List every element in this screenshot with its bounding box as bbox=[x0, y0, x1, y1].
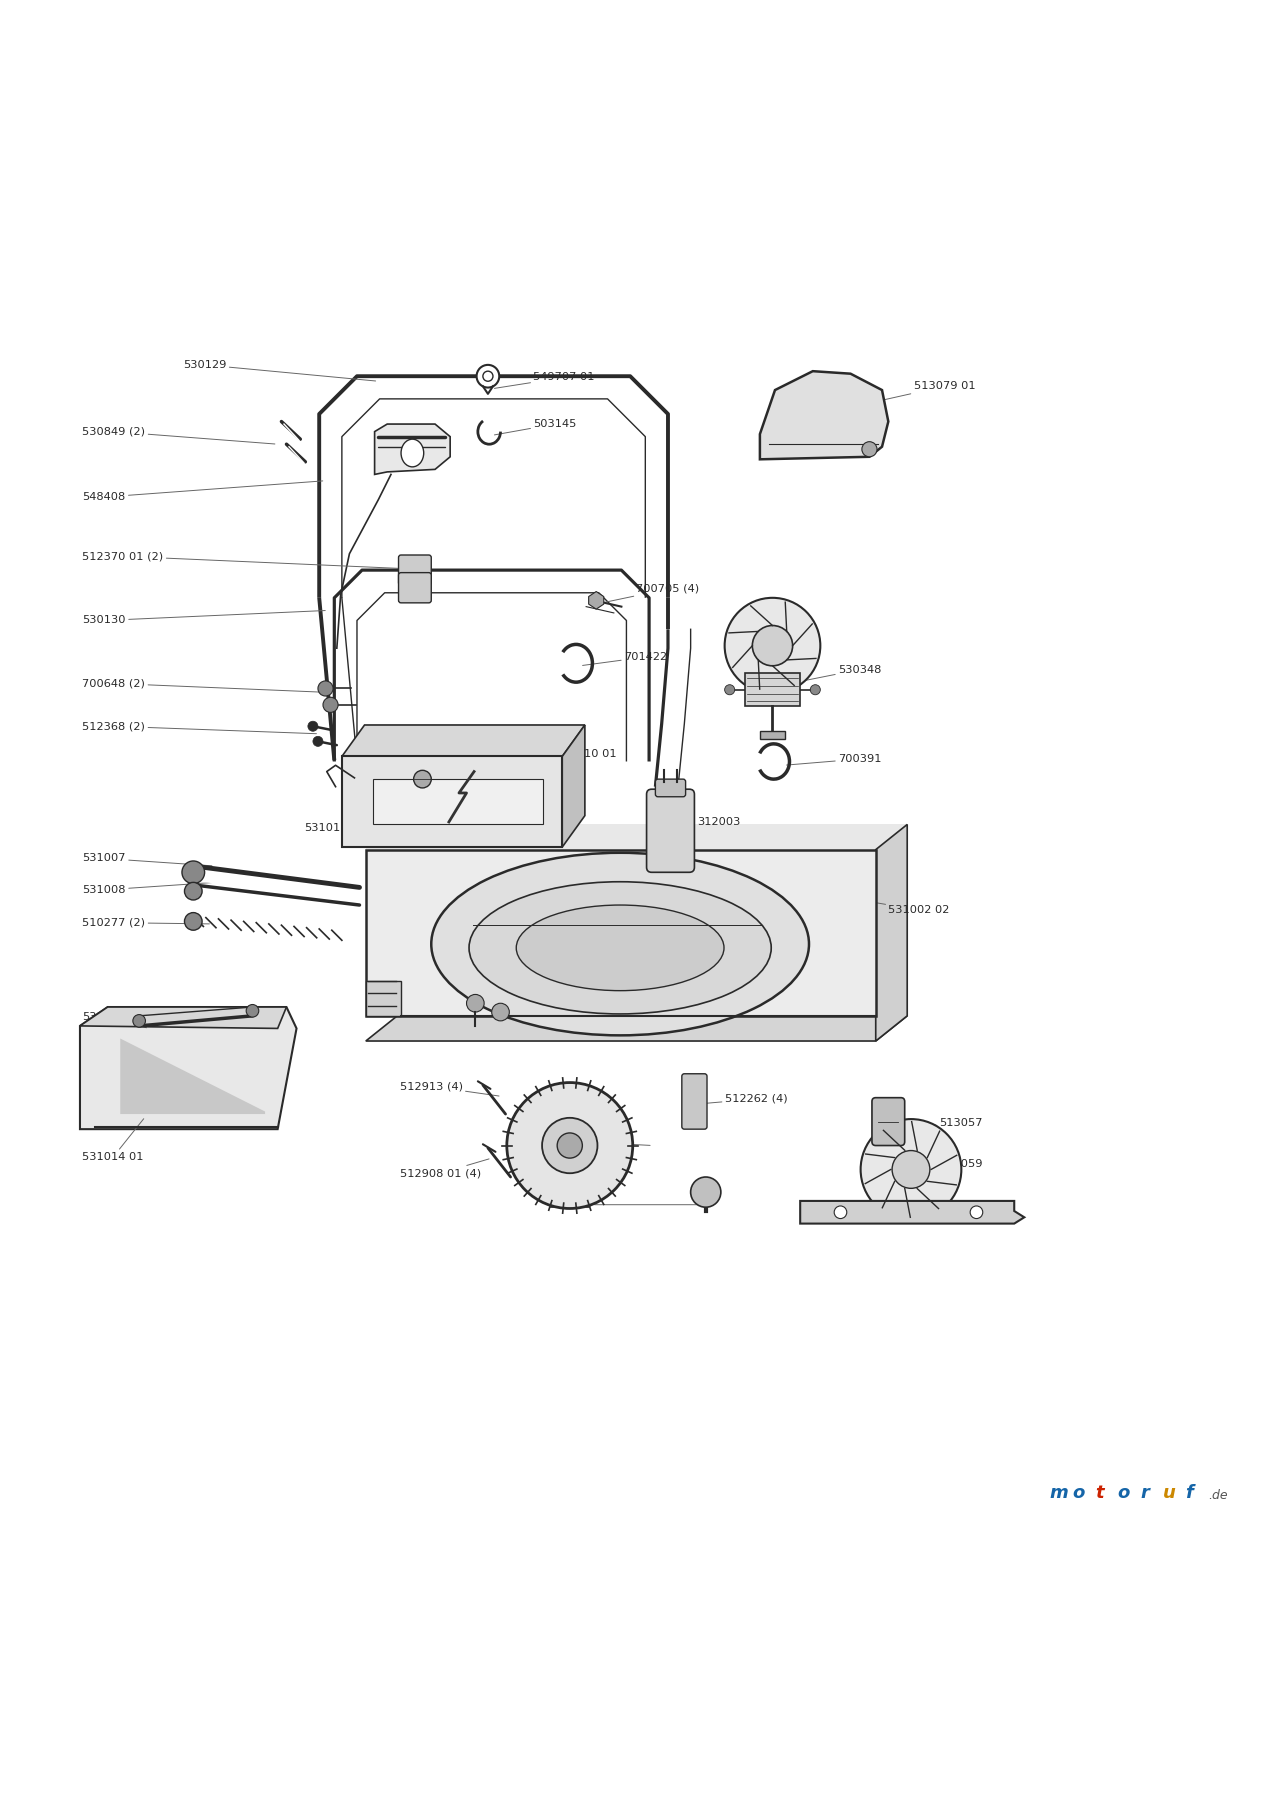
Polygon shape bbox=[342, 756, 563, 848]
Circle shape bbox=[766, 677, 779, 689]
Text: 700705 (4): 700705 (4) bbox=[598, 583, 700, 603]
Circle shape bbox=[861, 1120, 961, 1220]
Circle shape bbox=[724, 684, 735, 695]
Text: u: u bbox=[1162, 1483, 1176, 1501]
Text: 700391: 700391 bbox=[787, 754, 881, 765]
Circle shape bbox=[185, 913, 202, 931]
Circle shape bbox=[810, 684, 820, 695]
Text: 530130: 530130 bbox=[83, 610, 325, 625]
Circle shape bbox=[558, 1132, 582, 1157]
FancyBboxPatch shape bbox=[872, 1098, 905, 1145]
Circle shape bbox=[313, 736, 323, 747]
Text: 513057: 513057 bbox=[891, 1118, 983, 1129]
Text: o: o bbox=[1072, 1483, 1085, 1501]
FancyBboxPatch shape bbox=[398, 554, 432, 585]
Text: 503145: 503145 bbox=[494, 419, 577, 436]
Polygon shape bbox=[120, 1039, 265, 1114]
Text: 548408: 548408 bbox=[83, 481, 323, 502]
Circle shape bbox=[834, 1206, 847, 1219]
Circle shape bbox=[862, 441, 877, 457]
FancyBboxPatch shape bbox=[398, 572, 432, 603]
Text: 531002 02: 531002 02 bbox=[840, 896, 950, 914]
Polygon shape bbox=[588, 592, 603, 608]
Circle shape bbox=[414, 770, 432, 788]
Text: 701197 (2): 701197 (2) bbox=[400, 981, 470, 1003]
Circle shape bbox=[318, 680, 334, 697]
Circle shape bbox=[308, 722, 318, 731]
Polygon shape bbox=[365, 1015, 908, 1040]
Text: o: o bbox=[1118, 1483, 1130, 1501]
Text: 530129: 530129 bbox=[183, 360, 376, 382]
Circle shape bbox=[482, 371, 493, 382]
Polygon shape bbox=[365, 850, 876, 1015]
FancyBboxPatch shape bbox=[682, 1075, 707, 1129]
Text: 531017: 531017 bbox=[304, 823, 359, 833]
Text: 512370 01 (2): 512370 01 (2) bbox=[83, 551, 407, 569]
Text: 531015: 531015 bbox=[83, 1012, 146, 1028]
Text: 312003: 312003 bbox=[677, 817, 741, 830]
Text: 531010 01: 531010 01 bbox=[481, 749, 616, 778]
Text: 700648 (2): 700648 (2) bbox=[83, 679, 322, 693]
Polygon shape bbox=[760, 731, 785, 738]
Circle shape bbox=[892, 1150, 929, 1188]
Circle shape bbox=[507, 1082, 633, 1208]
Circle shape bbox=[491, 1003, 509, 1021]
Polygon shape bbox=[801, 1201, 1025, 1224]
Circle shape bbox=[970, 1206, 983, 1219]
FancyBboxPatch shape bbox=[656, 779, 686, 797]
Circle shape bbox=[182, 860, 205, 884]
Polygon shape bbox=[365, 981, 401, 1015]
Text: r: r bbox=[1141, 1483, 1150, 1501]
Circle shape bbox=[476, 365, 499, 387]
Circle shape bbox=[246, 1004, 258, 1017]
Text: 512908 01 (4): 512908 01 (4) bbox=[400, 1159, 489, 1179]
Text: .de: .de bbox=[1208, 1489, 1227, 1501]
Text: 549707 01: 549707 01 bbox=[494, 373, 594, 389]
Text: 510175: 510175 bbox=[378, 776, 421, 787]
Text: f: f bbox=[1185, 1483, 1193, 1501]
Text: 512918: 512918 bbox=[549, 1201, 700, 1210]
Text: 531012 01: 531012 01 bbox=[891, 1201, 1001, 1210]
Polygon shape bbox=[80, 1006, 297, 1129]
Circle shape bbox=[466, 994, 484, 1012]
Text: 513059: 513059 bbox=[891, 1159, 983, 1174]
Ellipse shape bbox=[517, 905, 724, 990]
Circle shape bbox=[542, 1118, 597, 1174]
Text: 513079 01: 513079 01 bbox=[857, 382, 975, 405]
Text: 531008: 531008 bbox=[83, 882, 211, 895]
Circle shape bbox=[691, 1177, 721, 1208]
Text: 701422: 701422 bbox=[583, 652, 667, 666]
Text: 530849 (2): 530849 (2) bbox=[83, 427, 275, 445]
Polygon shape bbox=[342, 725, 584, 756]
Circle shape bbox=[323, 697, 339, 713]
Polygon shape bbox=[745, 673, 801, 706]
Text: 512913 (4): 512913 (4) bbox=[400, 1082, 499, 1096]
Ellipse shape bbox=[401, 439, 424, 466]
Ellipse shape bbox=[432, 853, 810, 1035]
Polygon shape bbox=[760, 371, 889, 459]
Circle shape bbox=[185, 882, 202, 900]
Text: 510277 (2): 510277 (2) bbox=[83, 918, 209, 927]
Text: 512262 (4): 512262 (4) bbox=[701, 1094, 787, 1103]
Polygon shape bbox=[563, 725, 584, 848]
Circle shape bbox=[724, 598, 820, 693]
Text: 531007: 531007 bbox=[83, 853, 211, 866]
Polygon shape bbox=[374, 425, 451, 475]
Polygon shape bbox=[373, 779, 544, 824]
FancyBboxPatch shape bbox=[647, 788, 694, 873]
Polygon shape bbox=[876, 824, 908, 1040]
Text: 531014 01: 531014 01 bbox=[83, 1120, 144, 1161]
Circle shape bbox=[132, 1015, 145, 1028]
Text: m: m bbox=[1049, 1483, 1068, 1501]
Ellipse shape bbox=[468, 882, 771, 1013]
Text: 531011 (4): 531011 (4) bbox=[549, 1138, 651, 1147]
Text: 512368 (2): 512368 (2) bbox=[83, 722, 317, 734]
Polygon shape bbox=[80, 1006, 286, 1028]
Text: t: t bbox=[1095, 1483, 1104, 1501]
Polygon shape bbox=[365, 824, 908, 1015]
Text: 530348: 530348 bbox=[793, 664, 881, 682]
Circle shape bbox=[752, 626, 793, 666]
